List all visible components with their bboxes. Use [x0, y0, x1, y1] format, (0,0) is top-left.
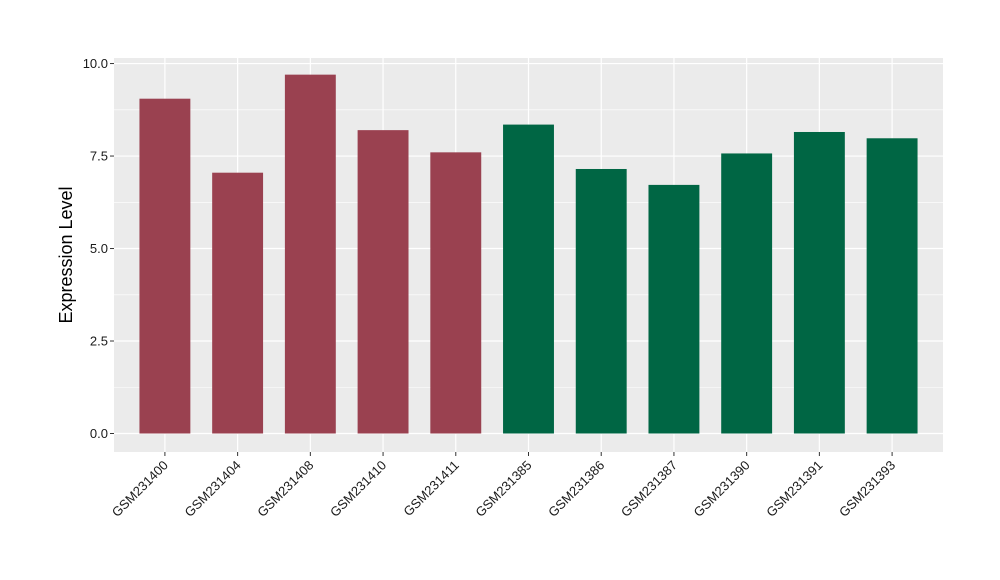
bar-GSM231404 [212, 172, 264, 434]
bar-GSM231400 [139, 98, 191, 434]
y-tick-label: 2.5 [90, 334, 108, 349]
bars [139, 74, 918, 434]
bar-GSM231411 [430, 152, 482, 434]
bar-GSM231386 [575, 168, 627, 434]
bar-GSM231408 [284, 74, 336, 434]
bar-GSM231387 [648, 184, 700, 434]
bar-GSM231410 [357, 130, 409, 434]
y-axis-title: Expression Level [56, 186, 76, 323]
bar-GSM231391 [793, 131, 845, 434]
y-tick-label: 0.0 [90, 426, 108, 441]
y-tick-label: 10.0 [83, 56, 108, 71]
bar-GSM231393 [866, 138, 918, 434]
y-tick-label: 7.5 [90, 149, 108, 164]
y-axis: 0.0 2.5 5.0 7.5 10.0 [83, 56, 114, 441]
y-tick-label: 5.0 [90, 241, 108, 256]
bar-GSM231385 [503, 124, 554, 434]
bar-GSM231390 [721, 153, 773, 434]
